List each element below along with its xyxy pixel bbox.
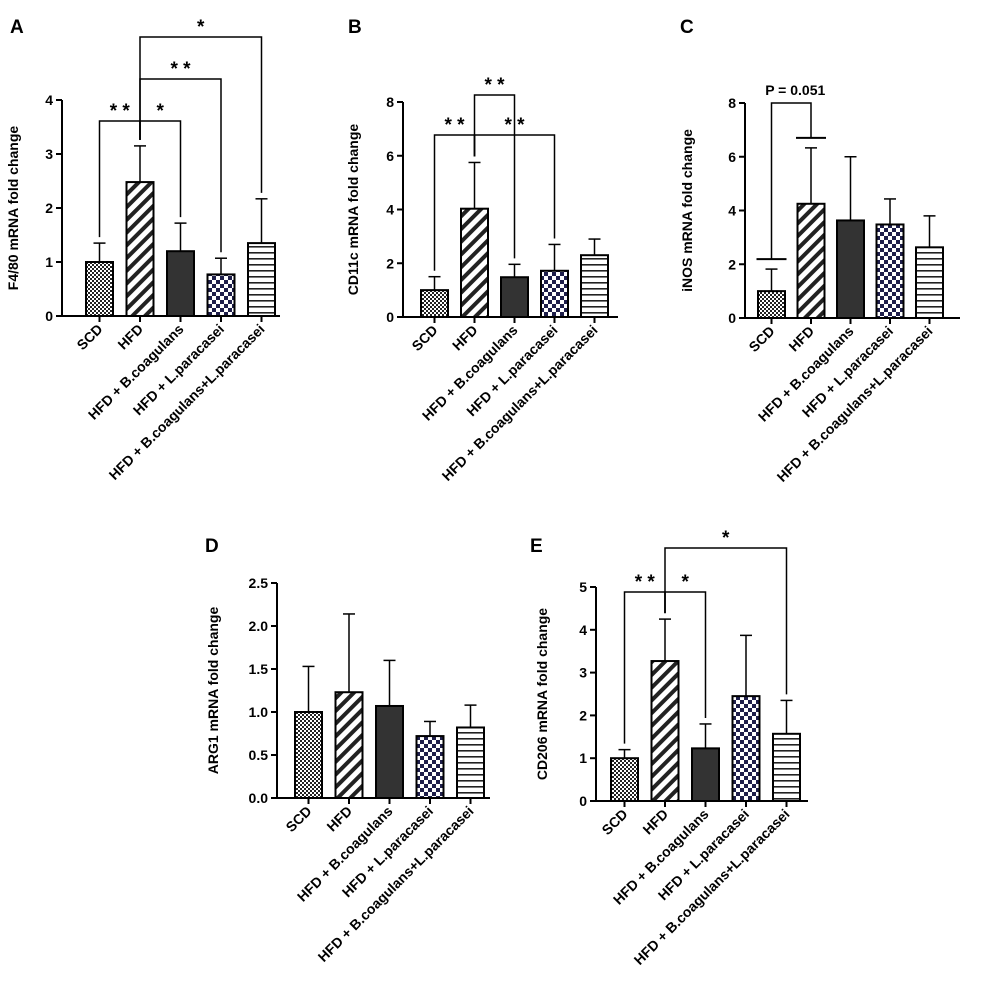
y-tick-label: 2 [579,707,587,723]
significance-label: * [197,17,205,38]
significance-bracket [139,36,263,193]
y-tick-label: 2.5 [249,575,269,591]
x-category-label: HFD [639,806,671,838]
bar [757,290,786,319]
y-axis-title: ARG1 mRNA fold change [205,607,221,775]
y-tick-label: 3 [45,146,53,162]
significance-label: * * [635,572,656,593]
y-axis-title: CD206 mRNA fold change [534,608,550,780]
bar [375,704,404,799]
panel-letter-e: E [530,536,543,557]
bar [731,695,761,803]
y-tick-label: 4 [386,202,394,218]
bar [334,691,364,799]
significance-label: * [682,572,690,593]
bar [610,757,639,803]
panel-letter-c: C [680,17,694,38]
x-category-label: SCD [282,803,314,835]
y-tick-label: 0 [728,310,736,326]
y-tick-label: 1.5 [249,661,269,677]
y-tick-label: 1 [579,750,587,766]
significance-label: P = 0.051 [765,82,825,98]
y-tick-label: 0.0 [249,790,269,806]
y-tick-label: 2 [728,256,736,272]
y-tick-label: 6 [386,148,394,164]
y-tick-label: 4 [45,92,53,108]
x-category-label: SCD [745,323,777,355]
y-tick-label: 2 [45,200,53,216]
y-axis-title: CD11c mRNA fold change [345,124,361,296]
y-tick-label: 1.0 [249,704,269,720]
significance-label: * * [484,75,505,96]
significance-label: * [722,528,730,549]
y-axis-title: iNOS mRNA fold change [679,129,695,292]
bar [294,711,323,799]
bar [772,732,801,803]
significance-label: * * [444,115,465,136]
y-tick-label: 8 [386,94,394,110]
panel-letter-a: A [10,17,24,38]
panel-letter-d: D [205,536,219,557]
y-tick-label: 1 [45,254,53,270]
y-tick-label: 5 [579,579,587,595]
y-tick-label: 0 [45,308,53,324]
significance-label: * * [110,101,131,122]
y-tick-label: 4 [728,203,736,219]
bar [500,276,529,319]
bar [420,289,449,318]
bar [166,250,195,317]
x-category-label: HFD [114,321,146,353]
bar [456,726,485,799]
significance-bracket [664,547,788,695]
bar [915,246,944,320]
x-category-label: HFD [785,323,817,355]
significance-label: * [157,101,165,122]
y-tick-label: 2 [386,255,394,271]
y-tick-label: 2.0 [249,618,269,634]
bar [85,261,114,317]
bar [247,242,276,318]
bar [580,254,609,318]
bar [125,181,155,317]
y-tick-label: 0 [579,793,587,809]
y-axis-title: F4/80 mRNA fold change [5,126,21,291]
x-category-label: SCD [73,321,105,353]
significance-bracket [473,134,556,239]
y-tick-label: 0 [386,309,394,325]
y-tick-label: 3 [579,665,587,681]
y-tick-label: 8 [728,95,736,111]
bar [650,660,680,802]
bar [415,735,445,800]
x-category-label: HFD [449,322,481,354]
panel-letter-b: B [348,17,362,38]
significance-label: * * [504,115,525,136]
bar [540,269,569,318]
bar [691,747,720,803]
significance-label: * * [170,59,191,80]
x-category-label: SCD [408,322,440,354]
bar [836,219,865,320]
significance-bracket [770,102,812,260]
y-tick-label: 0.5 [249,747,269,763]
bar [796,202,826,319]
y-tick-label: 6 [728,149,736,165]
y-tick-label: 4 [579,622,587,638]
significance-bracket [473,94,516,259]
x-category-label: HFD [323,803,355,835]
x-category-label: SCD [598,806,630,838]
bar [206,273,236,318]
bar [460,207,489,319]
bar [875,223,905,320]
